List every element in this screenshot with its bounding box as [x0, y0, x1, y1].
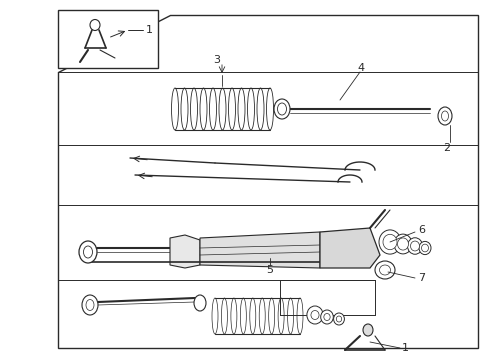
Ellipse shape — [408, 238, 422, 254]
Ellipse shape — [375, 261, 395, 279]
Ellipse shape — [324, 314, 330, 320]
Ellipse shape — [336, 316, 342, 322]
Ellipse shape — [83, 246, 93, 258]
Polygon shape — [170, 235, 200, 268]
Text: 7: 7 — [418, 273, 425, 283]
Text: 2: 2 — [443, 143, 451, 153]
Text: 4: 4 — [357, 63, 364, 73]
Ellipse shape — [383, 234, 397, 250]
Ellipse shape — [363, 324, 373, 336]
Polygon shape — [320, 228, 380, 268]
Polygon shape — [58, 15, 478, 348]
Ellipse shape — [320, 310, 333, 324]
Ellipse shape — [274, 99, 290, 119]
Ellipse shape — [307, 306, 323, 324]
Text: 5: 5 — [267, 265, 273, 275]
Ellipse shape — [397, 238, 409, 250]
Ellipse shape — [277, 103, 287, 115]
Text: 6: 6 — [418, 225, 425, 235]
Ellipse shape — [438, 107, 452, 125]
Ellipse shape — [82, 295, 98, 315]
Ellipse shape — [411, 241, 419, 251]
Polygon shape — [58, 10, 158, 68]
Ellipse shape — [194, 295, 206, 311]
Ellipse shape — [379, 265, 391, 275]
Text: 1: 1 — [402, 343, 409, 353]
Polygon shape — [200, 232, 320, 268]
Text: 3: 3 — [214, 55, 220, 65]
Ellipse shape — [419, 242, 431, 255]
Ellipse shape — [79, 241, 97, 263]
Ellipse shape — [311, 310, 319, 320]
Ellipse shape — [394, 234, 412, 254]
Ellipse shape — [379, 230, 401, 254]
Ellipse shape — [90, 19, 100, 31]
Ellipse shape — [86, 300, 94, 310]
Ellipse shape — [441, 111, 448, 121]
Text: 1: 1 — [146, 25, 153, 35]
Ellipse shape — [421, 244, 428, 252]
Ellipse shape — [334, 313, 344, 325]
